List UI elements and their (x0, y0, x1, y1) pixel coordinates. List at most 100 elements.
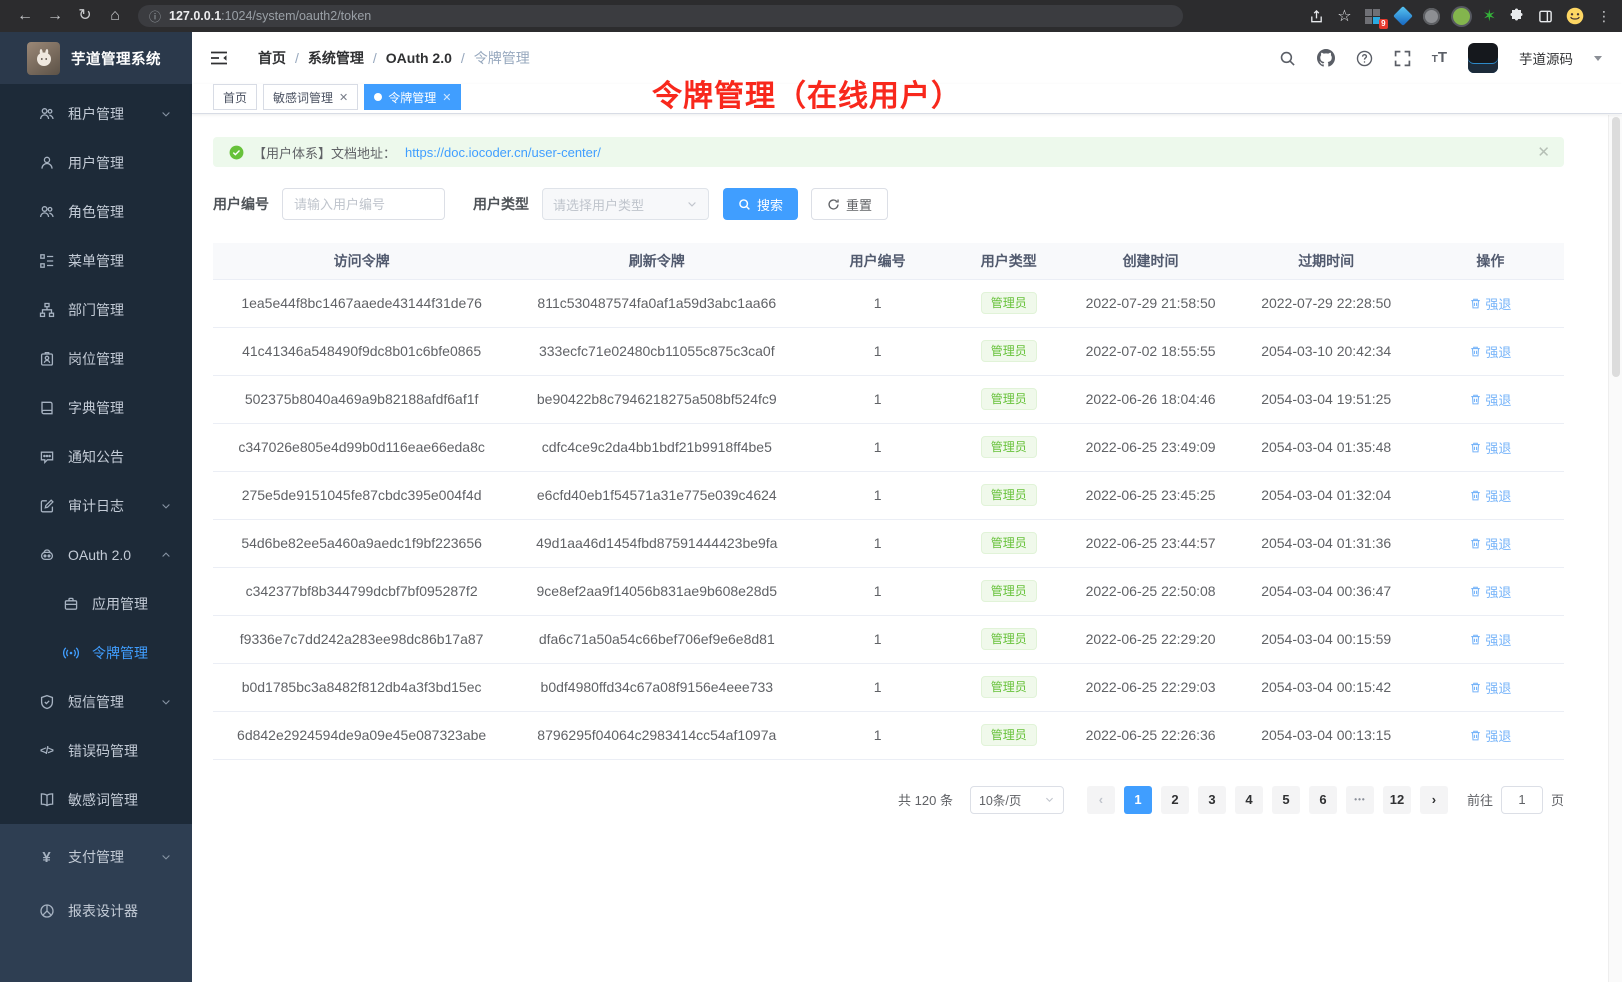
goto-page-input[interactable] (1500, 785, 1543, 814)
force-logout-button[interactable]: 强退 (1469, 390, 1511, 409)
reset-button[interactable]: 重置 (811, 188, 889, 220)
search-icon[interactable] (1279, 50, 1296, 67)
tab-close-icon[interactable]: ✕ (442, 91, 452, 104)
page-button-1[interactable]: 1 (1123, 785, 1152, 814)
trash-icon (1469, 729, 1482, 742)
page-button-6[interactable]: 6 (1308, 785, 1337, 814)
create-time-cell: 2022-06-25 22:29:03 (1065, 663, 1236, 712)
sidebar-item-岗位管理[interactable]: 岗位管理 (0, 334, 192, 383)
font-size-icon[interactable]: TT (1431, 49, 1447, 66)
browser-home-button[interactable]: ⌂ (110, 7, 120, 24)
annotation-title: 令牌管理（在线用户） (652, 80, 962, 113)
sidebar-item-短信管理[interactable]: 短信管理 (0, 677, 192, 726)
gem-extension-icon[interactable] (1392, 6, 1413, 26)
share-icon[interactable] (1309, 9, 1324, 24)
app-header: 首页 / 系统管理 / OAuth 2.0 / 令牌管理 TT 芋道源码 (192, 32, 1622, 84)
refresh-token-cell: 333ecfc71e02480cb11055c875c3ca0f (510, 327, 804, 376)
sidebar-item-菜单管理[interactable]: 菜单管理 (0, 236, 192, 285)
green-dot-extension-icon[interactable] (1452, 7, 1470, 25)
page-size-select[interactable]: 10条/页 (969, 785, 1064, 814)
user-type-select[interactable]: 请选择用户类型 (542, 188, 709, 220)
sidebar-item-令牌管理[interactable]: 令牌管理 (0, 628, 192, 677)
force-logout-button[interactable]: 强退 (1469, 534, 1511, 553)
browser-forward-button[interactable]: → (47, 7, 63, 24)
sidebar-item-通知公告[interactable]: 通知公告 (0, 432, 192, 481)
force-logout-button[interactable]: 强退 (1469, 342, 1511, 361)
sidebar-item-错误码管理[interactable]: </> 错误码管理 (0, 726, 192, 775)
alert-close-icon[interactable]: ✕ (1537, 144, 1550, 161)
user-avatar[interactable] (1468, 43, 1498, 73)
force-logout-button[interactable]: 强退 (1469, 582, 1511, 601)
tab-敏感词管理[interactable]: 敏感词管理 ✕ (263, 84, 359, 110)
sidebar-item-支付管理[interactable]: ¥ 支付管理 (0, 830, 192, 884)
sidebar-item-OAuth 2.0[interactable]: OAuth 2.0 (0, 530, 192, 579)
extension-with-badge-icon[interactable]: 9 (1364, 7, 1388, 29)
prev-page-button[interactable]: ‹ (1086, 785, 1115, 814)
alert-doc-link[interactable]: https://doc.iocoder.cn/user-center/ (405, 144, 601, 160)
sidebar-item-审计日志[interactable]: 审计日志 (0, 481, 192, 530)
address-bar[interactable]: ⓘ 127.0.0.1:1024/system/oauth2/token (138, 5, 1183, 27)
browser-back-button[interactable]: ← (17, 7, 33, 24)
tab-close-icon[interactable]: ✕ (339, 91, 349, 104)
fullscreen-icon[interactable] (1394, 50, 1411, 67)
breadcrumb-item-OAuth 2.0[interactable]: OAuth 2.0 (385, 50, 452, 66)
profile-avatar-icon[interactable] (1566, 7, 1584, 25)
page-button-4[interactable]: 4 (1234, 785, 1263, 814)
page-ellipsis[interactable]: ••• (1345, 785, 1374, 814)
user-menu-caret-icon[interactable] (1594, 55, 1602, 61)
page-button-2[interactable]: 2 (1160, 785, 1189, 814)
user-id-input[interactable] (282, 188, 445, 220)
puzzle-extensions-icon[interactable] (1509, 8, 1525, 24)
site-info-icon[interactable]: ⓘ (149, 9, 162, 24)
sidebar-item-角色管理[interactable]: 角色管理 (0, 187, 192, 236)
breadcrumb-item-系统管理[interactable]: 系统管理 (307, 50, 364, 66)
force-logout-button[interactable]: 强退 (1469, 678, 1511, 697)
refresh-token-cell: e6cfd40eb1f54571a31e775e039c4624 (510, 471, 804, 520)
sidebar-collapse-icon[interactable] (210, 50, 228, 66)
tab-令牌管理[interactable]: 令牌管理 ✕ (364, 84, 462, 110)
sidebar-item-租户管理[interactable]: 租户管理 (0, 89, 192, 138)
scrollbar-thumb[interactable] (1612, 117, 1620, 377)
tab-首页[interactable]: 首页 (213, 84, 258, 110)
sidebar-item-敏感词管理[interactable]: 敏感词管理 (0, 775, 192, 824)
page-button-12[interactable]: 12 (1382, 785, 1411, 814)
sidebar-item-报表设计器[interactable]: 报表设计器 (0, 884, 192, 938)
table-row: c342377bf8b344799dcbf7bf095287f2 9ce8ef2a… (213, 567, 1564, 616)
github-icon[interactable] (1316, 49, 1335, 67)
bookmark-star-icon[interactable]: ☆ (1337, 8, 1352, 25)
green-star-extension-icon[interactable]: ✶ (1482, 8, 1496, 25)
current-user-name[interactable]: 芋道源码 (1519, 52, 1573, 67)
page-button-3[interactable]: 3 (1197, 785, 1226, 814)
access-token-cell: 54d6be82ee5a460a9aedc1f9bf223656 (213, 519, 511, 568)
announcement-icon (38, 448, 55, 465)
sidebar-item-字典管理[interactable]: 字典管理 (0, 383, 192, 432)
create-time-cell: 2022-06-25 22:29:20 (1065, 615, 1236, 664)
force-logout-button[interactable]: 强退 (1469, 294, 1511, 313)
tab-label: 首页 (223, 90, 248, 105)
sidebar-item-应用管理[interactable]: 应用管理 (0, 579, 192, 628)
breadcrumb-item-首页[interactable]: 首页 (258, 50, 286, 66)
side-panel-icon[interactable] (1538, 9, 1553, 24)
sidebar-item-用户管理[interactable]: 用户管理 (0, 138, 192, 187)
org-tree-icon (38, 301, 55, 318)
user-type-cell: 管理员 (951, 471, 1066, 520)
column-header-用户编号: 用户编号 (803, 243, 952, 280)
force-logout-button[interactable]: 强退 (1469, 486, 1511, 505)
gray-extension-icon[interactable] (1422, 7, 1440, 25)
force-logout-button[interactable]: 强退 (1469, 726, 1511, 745)
user-id-label: 用户编号 (213, 196, 269, 212)
sidebar-item-部门管理[interactable]: 部门管理 (0, 285, 192, 334)
app-logo (27, 41, 60, 75)
force-logout-button[interactable]: 强退 (1469, 438, 1511, 457)
search-button[interactable]: 搜索 (723, 188, 799, 220)
help-icon[interactable] (1356, 50, 1373, 67)
force-logout-button[interactable]: 强退 (1469, 630, 1511, 649)
browser-reload-button[interactable]: ↻ (78, 7, 92, 24)
user-id-cell: 1 (803, 519, 952, 568)
next-page-button[interactable]: › (1419, 785, 1448, 814)
table-row: 41c41346a548490f9dc8b01c6bfe0865 333ecfc7… (213, 327, 1564, 376)
total-count: 共 120 条 (898, 793, 953, 808)
dictionary-icon (38, 399, 55, 416)
browser-menu-icon[interactable]: ⋮ (1597, 7, 1612, 24)
page-button-5[interactable]: 5 (1271, 785, 1300, 814)
